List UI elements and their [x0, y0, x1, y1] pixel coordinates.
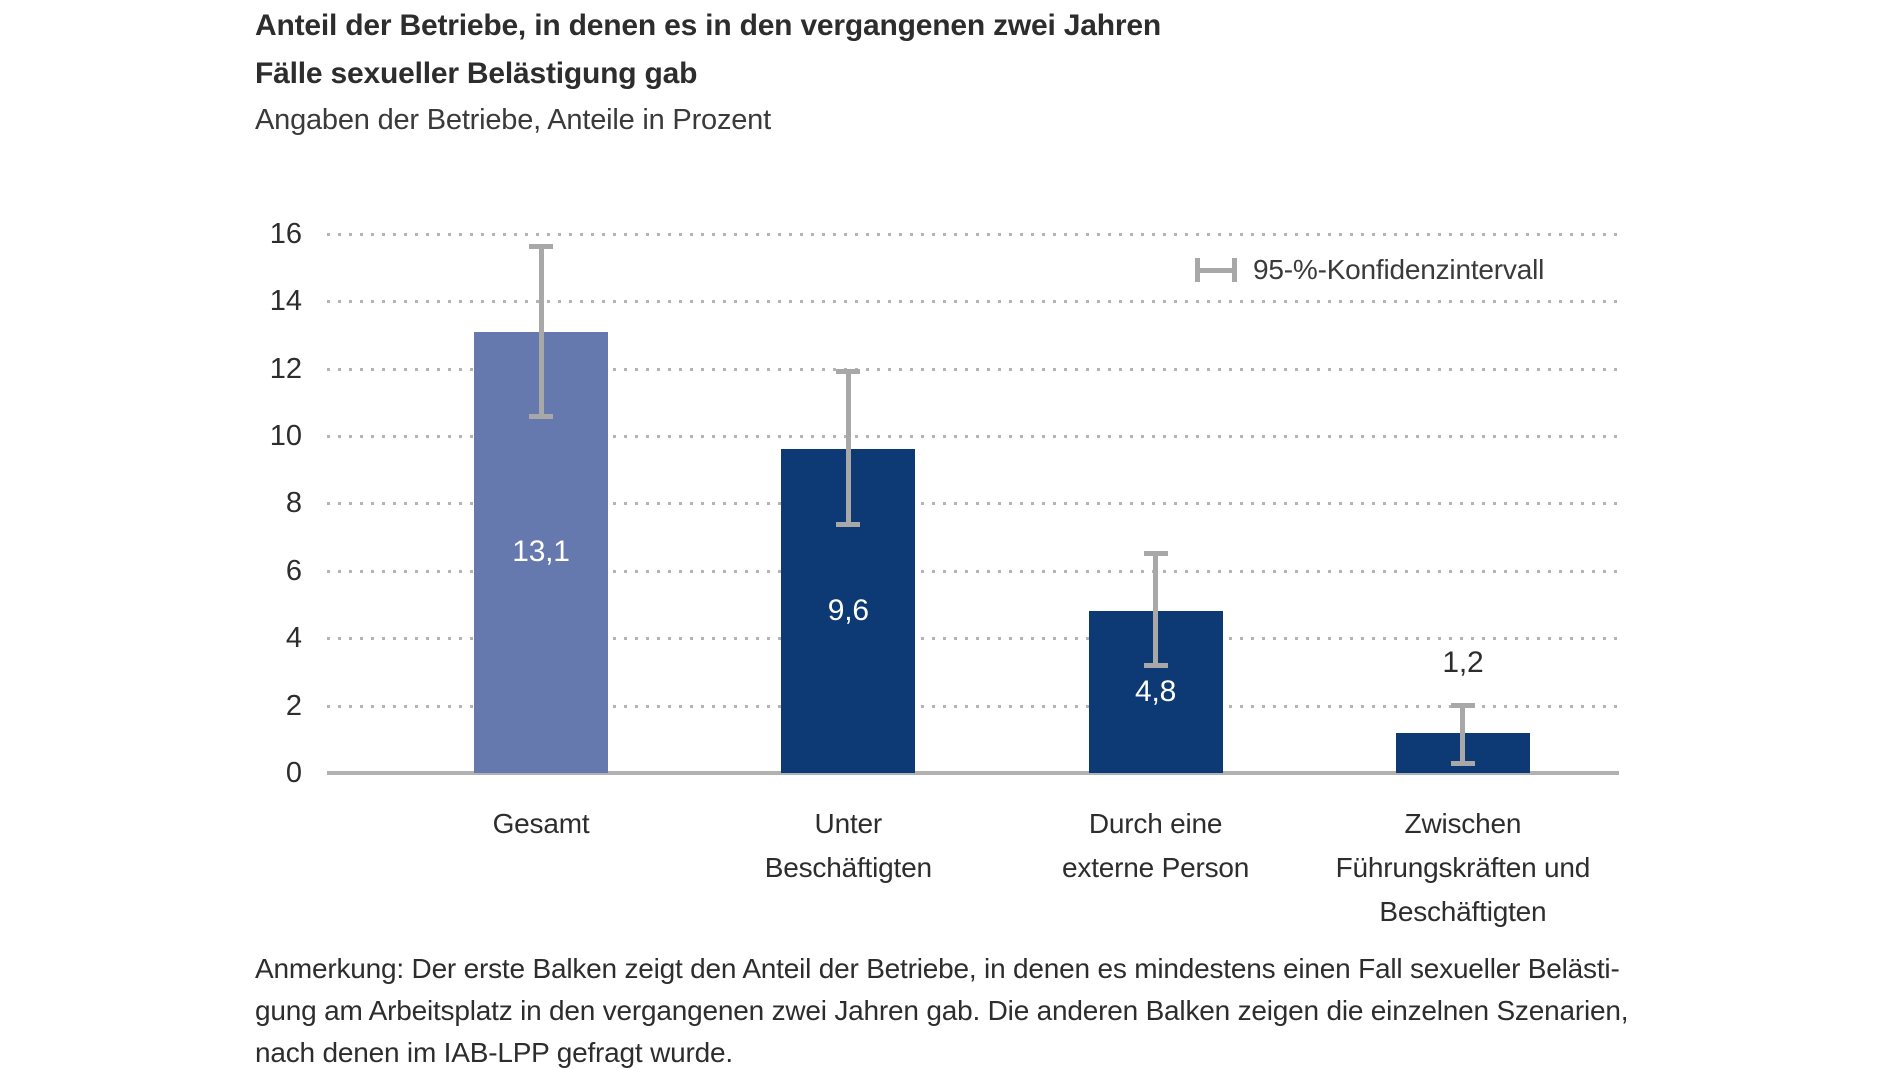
error-bar-line: [845, 371, 851, 524]
category-label: Durch eine externe Person: [1062, 808, 1250, 883]
gridline: [327, 502, 1619, 506]
error-bar-cap-bottom: [1143, 663, 1168, 669]
y-tick-label: 4: [285, 622, 302, 655]
gridline: [327, 300, 1619, 304]
error-bar-cap-bottom: [529, 413, 553, 419]
bar-value-label: 1,2: [1442, 645, 1484, 679]
chart-subtitle: Angaben der Betriebe, Anteile in Prozent: [255, 104, 771, 136]
error-bar-cap-bottom: [1450, 760, 1475, 766]
bar-value-label: 4,8: [1135, 675, 1177, 709]
chart-note: Anmerkung: Der erste Balken zeigt den An…: [255, 953, 1629, 1068]
category-label: Unter Beschäftigten: [764, 808, 932, 883]
y-tick-label: 6: [285, 554, 302, 587]
y-tick-label: 14: [269, 285, 302, 318]
y-tick-label: 2: [285, 689, 302, 722]
error-bar-line: [1153, 553, 1159, 666]
gridline: [327, 704, 1619, 708]
error-bar-cap-top: [836, 368, 861, 374]
gridline: [327, 232, 1619, 236]
error-bar-cap-top: [1450, 702, 1475, 708]
error-bar-cap-top: [529, 244, 553, 250]
y-tick-label: 0: [285, 757, 302, 789]
error-bar-cap-bottom: [836, 521, 861, 527]
y-tick-label: 10: [269, 420, 302, 452]
gridline: [327, 435, 1619, 438]
error-bar-line: [538, 247, 544, 416]
y-tick-label: 16: [269, 217, 302, 250]
error-bar-interval-icon: [1195, 258, 1237, 282]
category-label: Zwischen Führungskräften und Beschäftigt…: [1335, 808, 1591, 927]
gridline: [327, 367, 1619, 371]
gridline: [327, 637, 1619, 641]
y-tick-label: 8: [285, 487, 302, 520]
bar-value-label: 9,6: [827, 594, 869, 628]
legend: 95-%-Konfidenzintervall: [1195, 254, 1544, 286]
error-bar-line: [1460, 705, 1466, 763]
legend-label: 95-%-Konfidenzintervall: [1253, 254, 1545, 285]
bar-value-label: 13,1: [512, 535, 570, 569]
gridline: [327, 569, 1619, 573]
chart-title: Anteil der Betriebe, in denen es in den …: [255, 9, 1161, 90]
category-label: Gesamt: [492, 808, 590, 839]
x-axis-line: [327, 771, 1619, 775]
error-bar-cap-top: [1143, 550, 1168, 556]
y-tick-label: 12: [269, 352, 302, 385]
